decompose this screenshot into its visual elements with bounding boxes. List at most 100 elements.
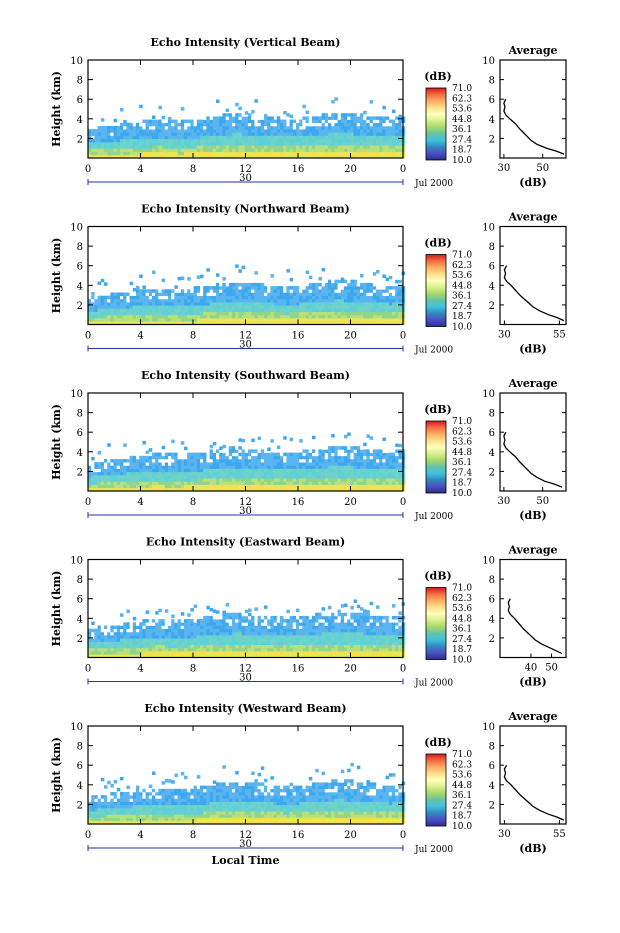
- heatmap-cell: [165, 120, 169, 124]
- heatmap-cell: [328, 645, 332, 649]
- heatmap-cell: [94, 129, 98, 133]
- heatmap-cell: [136, 485, 140, 489]
- heatmap-cell: [226, 613, 230, 617]
- heatmap-cell: [350, 459, 354, 463]
- heatmap-cell: [315, 478, 319, 482]
- heatmap-cell: [242, 456, 246, 460]
- heatmap-cell: [334, 453, 338, 457]
- heatmap-cell: [101, 139, 105, 143]
- heatmap-cell: [194, 126, 198, 130]
- heatmap-cell: [312, 648, 316, 652]
- heatmap-cell: [248, 293, 252, 297]
- heatmap-cell: [168, 629, 172, 633]
- heatmap-cell: [190, 132, 194, 136]
- heatmap-cell: [123, 459, 127, 463]
- heatmap-cell: [238, 645, 242, 649]
- heatmap-cell: [120, 315, 124, 319]
- heatmap-cell: [325, 309, 329, 313]
- heatmap-cell: [187, 453, 191, 457]
- heatmap-cell: [149, 148, 153, 152]
- heatmap-cell: [117, 148, 121, 152]
- heatmap-cell: [219, 616, 223, 620]
- heatmap-cell: [267, 296, 271, 300]
- heatmap-cell: [306, 142, 310, 146]
- heatmap-cell: [206, 456, 210, 460]
- heatmap-cell: [126, 129, 129, 133]
- heatmap-cell: [219, 651, 223, 655]
- heatmap-cell: [344, 459, 348, 463]
- heatmap-cell: [293, 126, 297, 130]
- heatmap-cell: [360, 274, 364, 278]
- heatmap-cell: [206, 312, 210, 316]
- heatmap-cell: [379, 123, 383, 127]
- heatmap-cell: [296, 459, 300, 463]
- heatmap-cell: [341, 289, 345, 293]
- heatmap-cell: [248, 145, 252, 149]
- heatmap-cell: [123, 318, 127, 322]
- heatmap-cell: [123, 142, 127, 146]
- heatmap-cell: [238, 123, 242, 127]
- heatmap-cell: [146, 651, 150, 655]
- heatmap-cell: [322, 459, 326, 463]
- heatmap-cell: [171, 459, 175, 463]
- heatmap-cell: [165, 139, 169, 143]
- heatmap-cell: [242, 449, 246, 453]
- heatmap-cell: [158, 145, 162, 149]
- heatmap-cell: [229, 629, 233, 633]
- heatmap-cell: [290, 453, 294, 457]
- heatmap-cell: [386, 312, 390, 316]
- heatmap-cell: [254, 462, 258, 466]
- heatmap-cell: [155, 642, 159, 646]
- heatmap-cell: [146, 318, 150, 322]
- heatmap-cell: [222, 632, 226, 636]
- heatmap-cell: [213, 485, 217, 489]
- heatmap-cell: [133, 645, 137, 649]
- heatmap-cell: [123, 632, 127, 636]
- heatmap-cell: [210, 453, 214, 457]
- heatmap-cell: [216, 152, 220, 156]
- heatmap-cell: [181, 619, 185, 623]
- heatmap-cell: [379, 126, 383, 130]
- heatmap-cell: [181, 465, 185, 469]
- heatmap-cell: [322, 142, 326, 146]
- heatmap-cell: [152, 475, 156, 479]
- heatmap-cell: [357, 289, 361, 293]
- heatmap-cell: [366, 434, 370, 438]
- heatmap-cell: [290, 278, 294, 282]
- heatmap-cell: [136, 312, 140, 316]
- heatmap-cell: [203, 293, 207, 297]
- heatmap-cell: [229, 651, 233, 655]
- heatmap-cell: [174, 478, 178, 482]
- heatmap-cell: [197, 305, 201, 309]
- heatmap-cell: [245, 610, 249, 614]
- heatmap-cell: [168, 136, 172, 140]
- heatmap-cell: [302, 449, 306, 453]
- heatmap-cell: [133, 465, 137, 469]
- heatmap-cell: [334, 648, 338, 652]
- heatmap-cell: [331, 613, 335, 617]
- heatmap-cell: [142, 651, 146, 655]
- heatmap-cell: [334, 622, 338, 626]
- heatmap-cell: [286, 465, 290, 469]
- heatmap-cell: [149, 453, 153, 457]
- heatmap-cell: [181, 651, 185, 655]
- heatmap-cell: [350, 472, 354, 476]
- heatmap-cell: [187, 626, 191, 630]
- heatmap-cell: [382, 296, 386, 300]
- heatmap-cell: [162, 309, 166, 313]
- heatmap-cell: [274, 312, 278, 316]
- heatmap-cell: [270, 462, 274, 466]
- heatmap-cell: [110, 475, 114, 479]
- heatmap-cell: [245, 449, 249, 453]
- heatmap-cell: [238, 136, 242, 140]
- heatmap-cell: [325, 136, 329, 140]
- heatmap-cell: [216, 283, 220, 287]
- heatmap-cell: [248, 616, 252, 620]
- heatmap-cell: [120, 622, 124, 626]
- heatmap-cell: [206, 462, 210, 466]
- heatmap-cell: [376, 145, 380, 149]
- heatmap-cell: [370, 120, 374, 124]
- heatmap-cell: [139, 145, 143, 149]
- heatmap-cell: [197, 312, 201, 316]
- heatmap-cell: [254, 638, 258, 642]
